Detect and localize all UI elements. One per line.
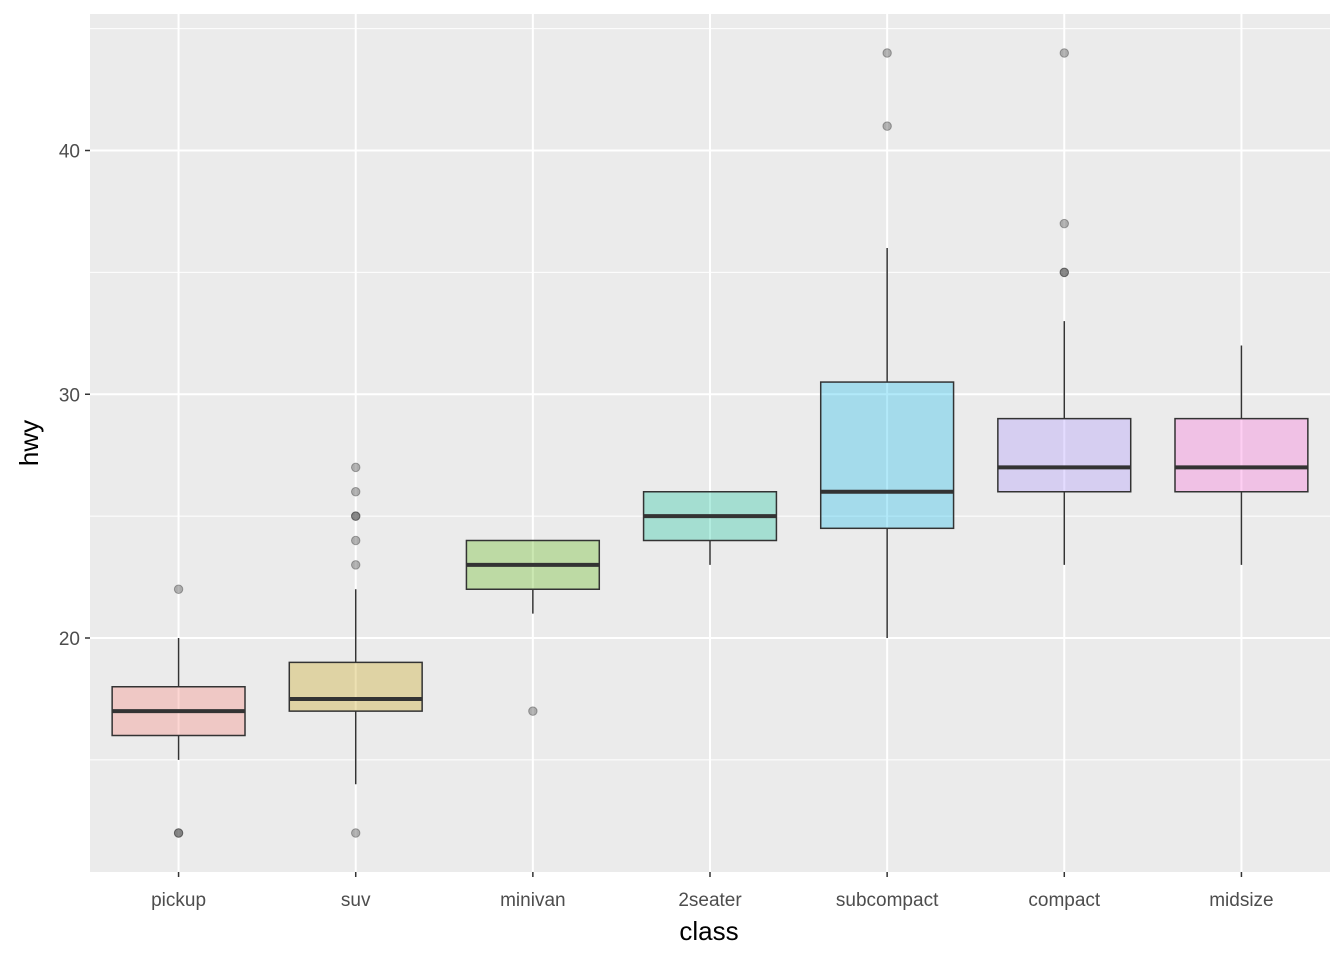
outlier-point [173,828,184,838]
outlier-point [1059,267,1069,278]
x-tick-label: compact [1028,890,1101,911]
x-tick-label: 2seater [678,890,742,911]
outlier-point [528,706,538,716]
outlier-point [1059,48,1069,58]
outlier-point [351,462,361,473]
outlier-point [882,121,892,131]
outlier-point [351,487,361,497]
outlier-point [882,48,892,58]
outlier-point [351,828,361,838]
outlier-point [351,511,361,521]
box-midsize [1174,417,1309,493]
outlier-point [1059,218,1069,229]
x-tick-label: subcompact [836,890,939,911]
boxes [111,48,1309,838]
box-suv [288,661,423,712]
y-tick-label: 30 [59,385,80,406]
x-axis-title: class [679,916,738,946]
x-tick-label: pickup [151,890,206,911]
y-axis-title: hwy [14,420,44,466]
y-tick-label: 20 [59,629,80,650]
box-subcompact [819,381,955,530]
outlier-point [1059,267,1069,278]
box-compact [997,417,1132,493]
outlier-point [351,535,361,546]
x-tick-label: suv [341,890,371,911]
axes: 20 30 40 pickup suv minivan 2seater subcompact c… [59,142,1274,912]
outlier-point [351,560,361,570]
y-tick-label: 40 [59,142,80,163]
grid [90,14,1330,872]
outlier-point [173,828,184,838]
outlier-point [351,511,361,521]
outlier-point [173,584,184,594]
x-tick-label: midsize [1209,890,1273,911]
x-tick-label: minivan [500,890,565,911]
